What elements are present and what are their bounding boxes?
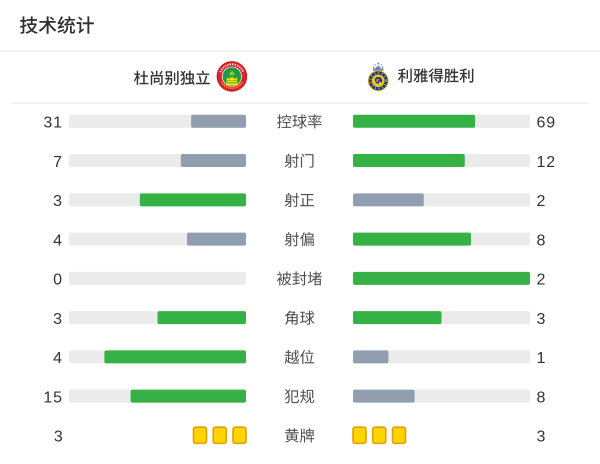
svg-text:3: 3 bbox=[54, 429, 63, 446]
svg-text:1: 1 bbox=[537, 350, 547, 367]
svg-text:3: 3 bbox=[537, 429, 546, 446]
svg-text:3: 3 bbox=[53, 193, 63, 210]
svg-text:8: 8 bbox=[537, 232, 547, 249]
svg-text:3: 3 bbox=[537, 311, 547, 328]
svg-text:2: 2 bbox=[537, 272, 547, 289]
svg-text:2: 2 bbox=[537, 193, 547, 210]
svg-text:8: 8 bbox=[537, 389, 547, 406]
svg-text:12: 12 bbox=[537, 154, 556, 171]
svg-text:4: 4 bbox=[53, 350, 63, 367]
svg-text:7: 7 bbox=[53, 154, 63, 171]
svg-text:15: 15 bbox=[43, 389, 62, 406]
svg-text:0: 0 bbox=[53, 272, 63, 289]
svg-text:31: 31 bbox=[43, 115, 62, 132]
svg-text:4: 4 bbox=[53, 232, 63, 249]
svg-text:3: 3 bbox=[53, 311, 63, 328]
svg-text:69: 69 bbox=[537, 115, 556, 132]
